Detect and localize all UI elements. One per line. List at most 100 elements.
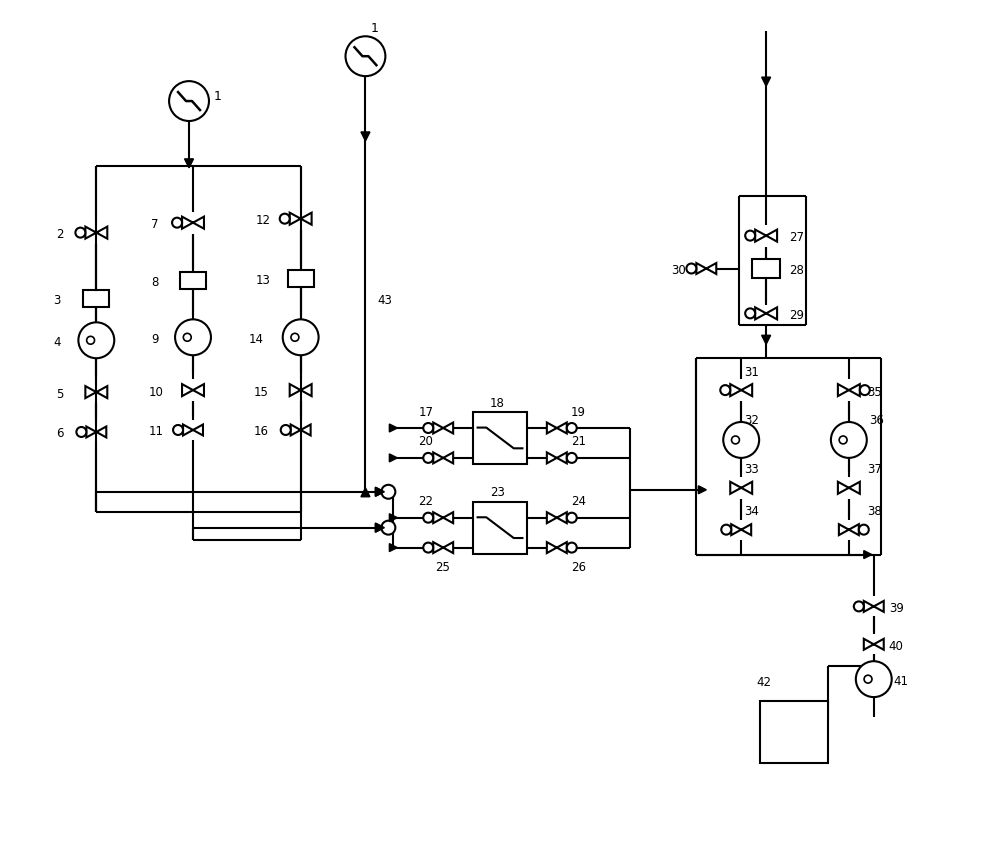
Text: 7: 7 — [151, 218, 159, 231]
Text: 1: 1 — [214, 90, 222, 102]
Polygon shape — [375, 487, 384, 497]
Polygon shape — [290, 384, 312, 396]
Polygon shape — [547, 453, 567, 464]
Text: 21: 21 — [571, 436, 586, 448]
Polygon shape — [183, 425, 203, 436]
Circle shape — [381, 520, 395, 535]
Circle shape — [381, 485, 395, 499]
Polygon shape — [864, 551, 872, 558]
Text: 18: 18 — [490, 397, 505, 409]
Polygon shape — [185, 159, 194, 168]
Circle shape — [423, 542, 433, 552]
Polygon shape — [291, 425, 311, 436]
Polygon shape — [547, 422, 567, 433]
Circle shape — [567, 423, 577, 433]
Circle shape — [859, 525, 869, 535]
Polygon shape — [389, 514, 397, 522]
Circle shape — [864, 675, 872, 683]
Text: 3: 3 — [53, 294, 61, 307]
Polygon shape — [755, 307, 777, 320]
Text: 17: 17 — [418, 405, 433, 419]
Circle shape — [76, 427, 86, 437]
Text: 25: 25 — [435, 561, 450, 574]
Circle shape — [723, 422, 759, 458]
Circle shape — [423, 513, 433, 523]
Text: 1: 1 — [370, 22, 378, 35]
Circle shape — [686, 263, 696, 273]
Text: 9: 9 — [151, 332, 159, 346]
Text: 10: 10 — [149, 386, 164, 398]
Text: 27: 27 — [789, 231, 804, 244]
Polygon shape — [838, 481, 860, 494]
Circle shape — [281, 425, 291, 435]
Polygon shape — [375, 523, 384, 532]
Text: 23: 23 — [490, 486, 505, 499]
Text: 13: 13 — [256, 274, 271, 287]
Polygon shape — [864, 601, 884, 612]
Bar — [83, 290, 109, 307]
Circle shape — [173, 425, 183, 435]
Polygon shape — [182, 217, 204, 228]
Polygon shape — [696, 263, 716, 274]
Polygon shape — [361, 488, 370, 497]
Circle shape — [854, 602, 864, 612]
Polygon shape — [864, 639, 884, 650]
Circle shape — [87, 337, 95, 344]
Text: 41: 41 — [894, 674, 909, 688]
Text: 19: 19 — [571, 405, 586, 419]
Circle shape — [567, 513, 577, 523]
Circle shape — [720, 385, 730, 395]
Circle shape — [291, 333, 299, 341]
Text: 20: 20 — [418, 436, 433, 448]
Text: 28: 28 — [789, 264, 804, 277]
Text: 33: 33 — [744, 464, 759, 476]
Text: 40: 40 — [889, 640, 904, 653]
Polygon shape — [762, 335, 771, 344]
Polygon shape — [389, 424, 397, 432]
Polygon shape — [755, 229, 777, 242]
Polygon shape — [839, 525, 859, 536]
Circle shape — [860, 385, 870, 395]
Polygon shape — [290, 212, 312, 225]
Text: 14: 14 — [249, 332, 264, 346]
Circle shape — [745, 231, 755, 240]
Text: 6: 6 — [56, 427, 64, 441]
Polygon shape — [361, 132, 370, 141]
Text: 4: 4 — [53, 336, 61, 349]
Circle shape — [175, 319, 211, 355]
Text: 39: 39 — [889, 602, 904, 615]
Text: 35: 35 — [867, 386, 882, 398]
Polygon shape — [433, 453, 453, 464]
Circle shape — [169, 81, 209, 121]
Polygon shape — [85, 386, 107, 398]
Polygon shape — [762, 77, 771, 86]
Bar — [473, 412, 527, 464]
Text: 8: 8 — [151, 276, 159, 289]
Circle shape — [183, 333, 191, 341]
Circle shape — [839, 436, 847, 444]
Text: 34: 34 — [744, 505, 759, 519]
Bar — [760, 701, 828, 763]
Bar — [180, 272, 206, 288]
Text: 12: 12 — [256, 214, 271, 228]
Polygon shape — [698, 486, 706, 494]
Text: 37: 37 — [867, 464, 882, 476]
Polygon shape — [389, 454, 397, 462]
Circle shape — [172, 217, 182, 228]
Circle shape — [75, 228, 85, 238]
Circle shape — [856, 662, 892, 697]
Text: 2: 2 — [56, 228, 64, 241]
Text: 30: 30 — [671, 264, 686, 277]
Circle shape — [732, 436, 739, 444]
Polygon shape — [433, 542, 453, 553]
Circle shape — [346, 36, 385, 76]
Polygon shape — [731, 525, 751, 536]
Circle shape — [567, 542, 577, 552]
Text: 16: 16 — [254, 426, 269, 438]
Text: 29: 29 — [789, 309, 804, 321]
Text: 36: 36 — [869, 414, 884, 426]
Text: 38: 38 — [867, 505, 882, 519]
Text: 42: 42 — [756, 676, 771, 689]
Text: 31: 31 — [744, 365, 759, 379]
Circle shape — [721, 525, 731, 535]
